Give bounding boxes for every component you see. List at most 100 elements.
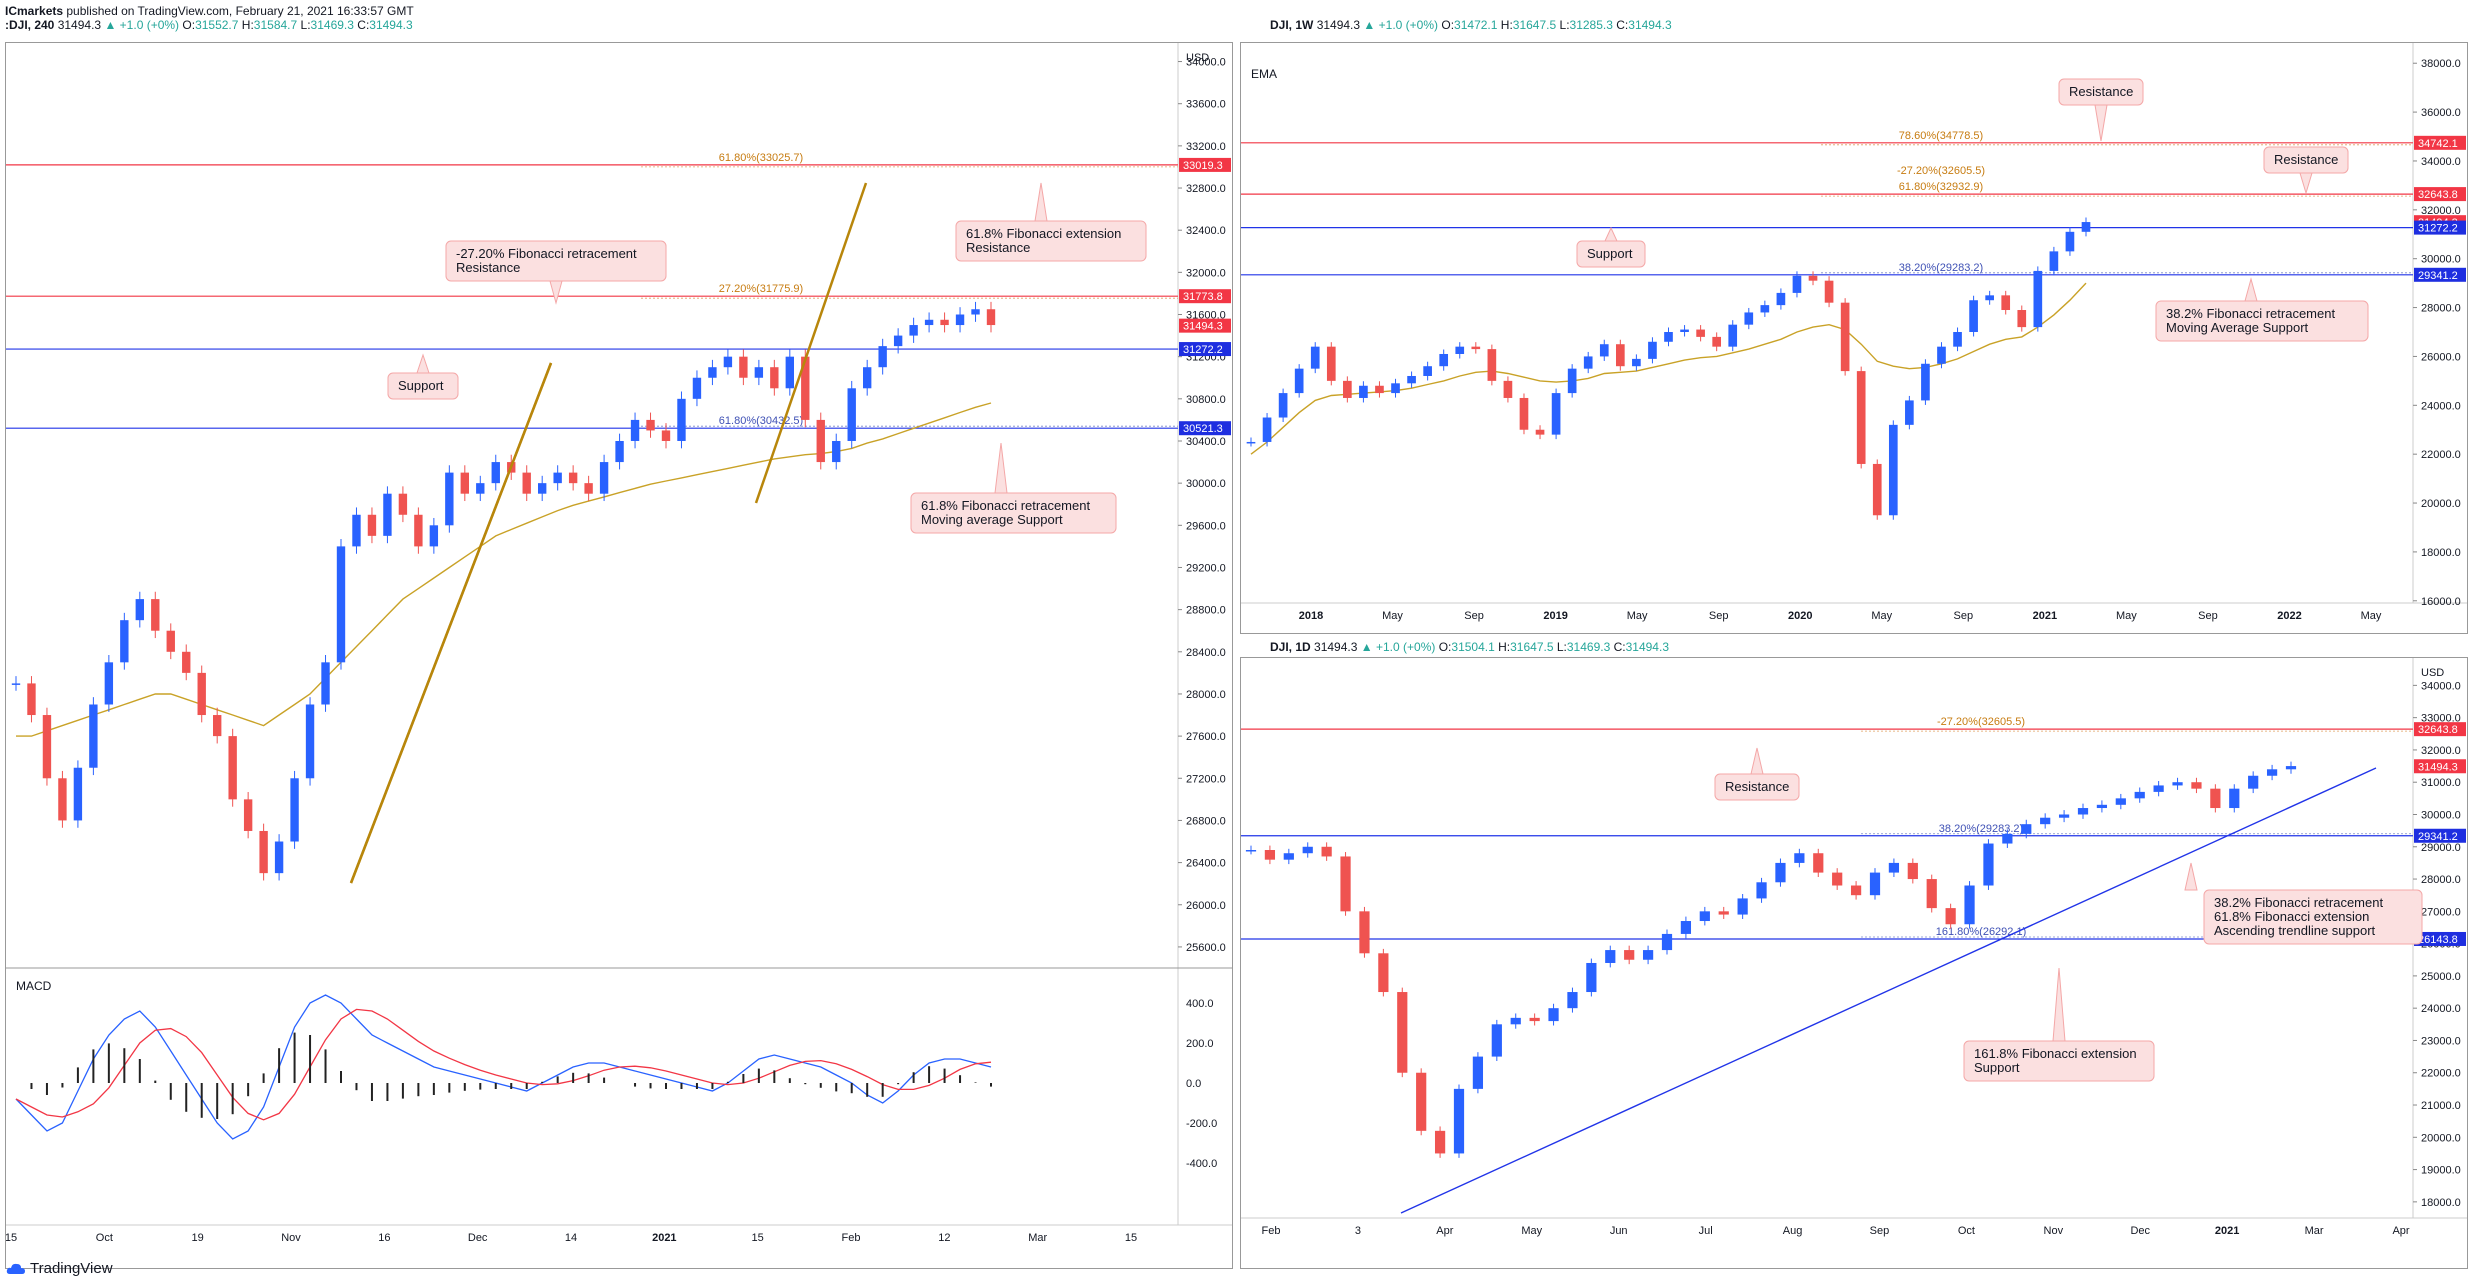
time-tick-label: 2022 bbox=[2277, 610, 2301, 622]
candle-body bbox=[1416, 1072, 1427, 1131]
price-tick-label: 18000.0 bbox=[2421, 1197, 2461, 1209]
time-tick-label: Dec bbox=[2130, 1225, 2150, 1237]
price-tick-label: 34000.0 bbox=[2421, 680, 2461, 692]
open-value: 31472.1 bbox=[1454, 18, 1498, 32]
candle-body bbox=[27, 683, 36, 716]
chart-panel-1d[interactable]: 18000.0 19000.0 20000.0 21000.0 22000.0 23000… bbox=[1240, 657, 2468, 1269]
price-tick-label: 27000.0 bbox=[2421, 906, 2461, 918]
candle-body bbox=[1535, 429, 1545, 435]
time-tick-label: 12 bbox=[938, 1232, 950, 1244]
price-label-badge bbox=[1179, 342, 1231, 357]
candle-body bbox=[1718, 911, 1729, 915]
candle-body bbox=[1378, 953, 1389, 993]
symbol-title[interactable]: :DJI, 240 bbox=[5, 18, 55, 32]
chart-1d-svg[interactable]: 18000.0 19000.0 20000.0 21000.0 22000.0 23000… bbox=[1241, 658, 2467, 1268]
candle-body bbox=[2172, 782, 2183, 786]
candle-body bbox=[1921, 363, 1930, 401]
price-label-badge bbox=[1179, 318, 1231, 333]
price-label-text: 34742.1 bbox=[2418, 138, 2458, 150]
callout-resistance-pointer bbox=[1750, 747, 1764, 775]
publisher-name[interactable]: ICmarkets bbox=[5, 4, 64, 18]
price-label-badge bbox=[1179, 157, 1231, 172]
price-label-text: 31272.2 bbox=[2418, 223, 2458, 235]
time-tick-label: Dec bbox=[468, 1232, 488, 1244]
candle-body bbox=[924, 319, 934, 326]
candle-body bbox=[1605, 950, 1616, 963]
price-tick-label: 32000.0 bbox=[2421, 745, 2461, 757]
price-label-badge bbox=[1179, 289, 1231, 304]
fib-level-label: 38.20%(29283.2) bbox=[1899, 262, 1983, 274]
symbol-title[interactable]: DJI, 1D bbox=[1270, 640, 1311, 654]
chart-240-svg[interactable]: 25600.0 26000.0 26400.0 26800.0 27200.0 27600… bbox=[5, 43, 1232, 1268]
price-tick-label: 19000.0 bbox=[2421, 1165, 2461, 1177]
candle-body bbox=[553, 472, 562, 484]
candle-body bbox=[414, 514, 423, 547]
candle-body bbox=[2096, 804, 2108, 809]
fib-extension-arrow bbox=[754, 182, 868, 504]
price-tick-label: 23000.0 bbox=[2421, 1035, 2461, 1047]
candle-body bbox=[770, 367, 779, 389]
time-tick-label: Sep bbox=[1709, 610, 1729, 622]
price-tick-label: 27600.0 bbox=[1186, 731, 1226, 743]
price-tick-label: 27200.0 bbox=[1186, 773, 1226, 785]
high-value: 31647.5 bbox=[1510, 640, 1554, 654]
candle-body bbox=[2285, 766, 2297, 770]
price-tick-label: 32800.0 bbox=[1186, 183, 1226, 195]
fib-level-label: 27.20%(31775.9) bbox=[719, 283, 803, 295]
candle-body bbox=[1744, 312, 1754, 325]
chart-1w-svg[interactable]: 16000.0 18000.0 20000.0 22000.0 24000.0 26000… bbox=[1241, 43, 2467, 633]
candle-body bbox=[1283, 853, 1294, 860]
macd-tick-label: 0.0 bbox=[1186, 1078, 1201, 1090]
price-tick-label: 25600.0 bbox=[1186, 942, 1226, 954]
candle-body bbox=[1888, 862, 1900, 873]
price-change: +1.0 (+0%) bbox=[1378, 18, 1439, 32]
chart-panel-240[interactable]: 25600.0 26000.0 26400.0 26800.0 27200.0 27600… bbox=[5, 42, 1233, 1269]
fib-level-label: 161.80%(26292.1) bbox=[1936, 926, 2027, 938]
candle-body bbox=[677, 398, 686, 441]
price-tick-label: 30000.0 bbox=[1186, 478, 1226, 490]
callout-trendline-support-text: 61.8% Fibonacci extension bbox=[2214, 909, 2369, 924]
price-tick-label: 38000.0 bbox=[2421, 58, 2461, 70]
callout-support-text: Support bbox=[1587, 246, 1633, 261]
time-tick-label: Feb bbox=[1262, 1225, 1281, 1237]
callout-ma-support-text: 61.8% Fibonacci retracement bbox=[921, 498, 1090, 513]
candle-body bbox=[135, 599, 144, 621]
candle-body bbox=[971, 309, 980, 315]
time-tick-label: 2018 bbox=[1299, 610, 1323, 622]
price-tick-label: 36000.0 bbox=[2421, 107, 2461, 119]
fib-level-label: 61.80%(30432.5) bbox=[719, 415, 803, 427]
chart-panel-1w[interactable]: 16000.0 18000.0 20000.0 22000.0 24000.0 26000… bbox=[1240, 42, 2468, 634]
candle-body bbox=[367, 514, 377, 536]
price-tick-label: 20000.0 bbox=[2421, 498, 2461, 510]
candle-body bbox=[290, 778, 299, 842]
candle-body bbox=[1343, 380, 1352, 398]
candle-body bbox=[1455, 346, 1465, 354]
price-label-text: 31773.8 bbox=[1183, 291, 1223, 303]
candle-body bbox=[1840, 302, 1850, 372]
price-tick-label: 32400.0 bbox=[1186, 225, 1226, 237]
candle-body bbox=[599, 462, 609, 494]
candle-body bbox=[1696, 329, 1705, 337]
chart-1w-legend: DJI, 1W 31494.3 ▲ +1.0 (+0%) O:31472.1 H… bbox=[1270, 18, 1672, 32]
callout-ma-support-text: Moving average Support bbox=[921, 512, 1063, 527]
candle-body bbox=[708, 367, 717, 378]
high-value: 31584.7 bbox=[253, 18, 298, 32]
time-tick-label: 15 bbox=[752, 1232, 764, 1244]
time-tick-label: Feb bbox=[842, 1232, 861, 1244]
time-tick-label: Oct bbox=[1958, 1225, 1975, 1237]
symbol-title[interactable]: DJI, 1W bbox=[1270, 18, 1314, 32]
price-tick-label: 21000.0 bbox=[2421, 1100, 2461, 1112]
candle-body bbox=[1529, 1017, 1540, 1022]
candle-body bbox=[336, 546, 346, 663]
price-tick-label: 20000.0 bbox=[2421, 1132, 2461, 1144]
time-tick-label: May bbox=[1871, 610, 1892, 622]
time-tick-label: Sep bbox=[1870, 1225, 1890, 1237]
time-tick-label: 2021 bbox=[2033, 610, 2057, 622]
callout-resistance-text: Resistance bbox=[1725, 779, 1789, 794]
callout-trendline-support-pointer bbox=[2184, 862, 2198, 891]
low-value: 31285.3 bbox=[1569, 18, 1613, 32]
time-tick-label: May bbox=[2361, 610, 2382, 622]
currency-label: USD bbox=[2421, 667, 2444, 679]
candle-body bbox=[1434, 1130, 1446, 1154]
tradingview-logo[interactable]: TradingView bbox=[6, 1260, 113, 1277]
